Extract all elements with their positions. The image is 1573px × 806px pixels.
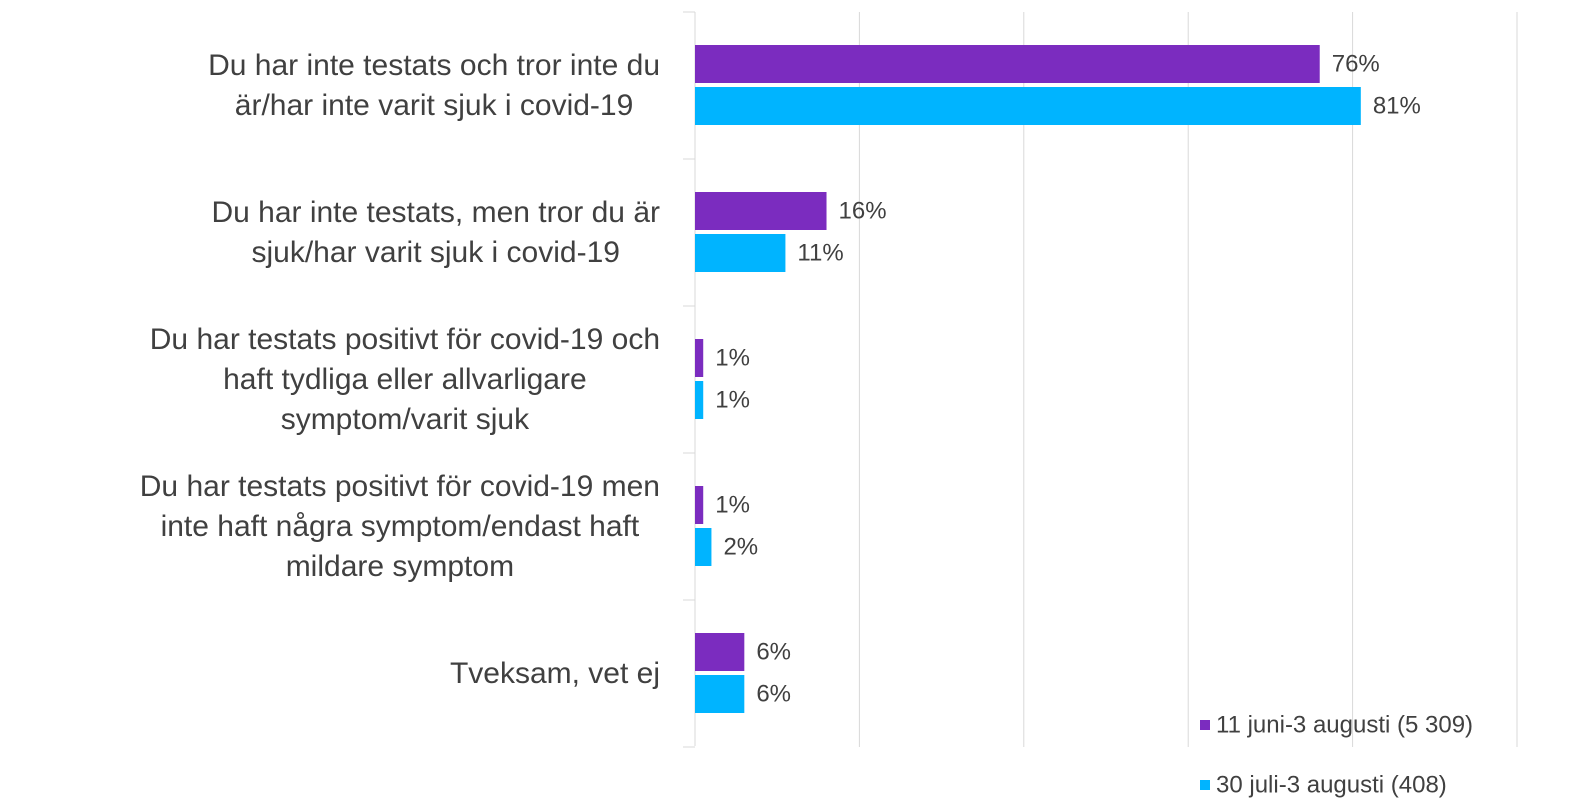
value-label: 6%: [756, 638, 791, 665]
value-label: 1%: [715, 344, 750, 371]
category-label: Du har inte testats, men tror du är sjuk…: [211, 195, 660, 269]
value-label: 1%: [715, 491, 750, 518]
category-label-box: Du har inte testats och tror inte du är/…: [208, 12, 660, 159]
value-label: 81%: [1373, 92, 1421, 119]
category-label-box: Du har testats positivt för covid-19 och…: [150, 306, 660, 453]
bar: [695, 633, 745, 671]
value-label: 2%: [723, 533, 758, 560]
category-label-box: Tveksam, vet ej: [450, 600, 660, 747]
value-label: 76%: [1332, 50, 1380, 77]
bar: [695, 87, 1361, 125]
category-label: Tveksam, vet ej: [449, 656, 660, 690]
bar: [695, 192, 827, 230]
category-label-box: Du har inte testats, men tror du är sjuk…: [211, 159, 660, 306]
value-label: 6%: [756, 680, 791, 707]
legend-swatch: [1200, 780, 1210, 790]
bar: [695, 486, 704, 524]
bar: [695, 339, 704, 377]
bar: [695, 45, 1320, 83]
legend-label: 11 juni-3 augusti (5 309): [1216, 711, 1473, 738]
bar: [695, 675, 745, 713]
category-label: Du har testats positivt för covid-19 men…: [139, 469, 660, 583]
bar: [695, 381, 704, 419]
bar: [695, 234, 786, 272]
bar: [695, 528, 712, 566]
legend-swatch: [1200, 720, 1210, 730]
category-label-box: Du har testats positivt för covid-19 men…: [140, 453, 660, 600]
value-label: 1%: [715, 386, 750, 413]
category-label: Du har testats positivt för covid-19 och…: [149, 322, 660, 436]
legend-label: 30 juli-3 augusti (408): [1216, 771, 1447, 798]
category-label: Du har inte testats och tror inte du är/…: [208, 48, 660, 122]
value-label: 16%: [839, 197, 887, 224]
value-label: 11%: [797, 239, 843, 266]
